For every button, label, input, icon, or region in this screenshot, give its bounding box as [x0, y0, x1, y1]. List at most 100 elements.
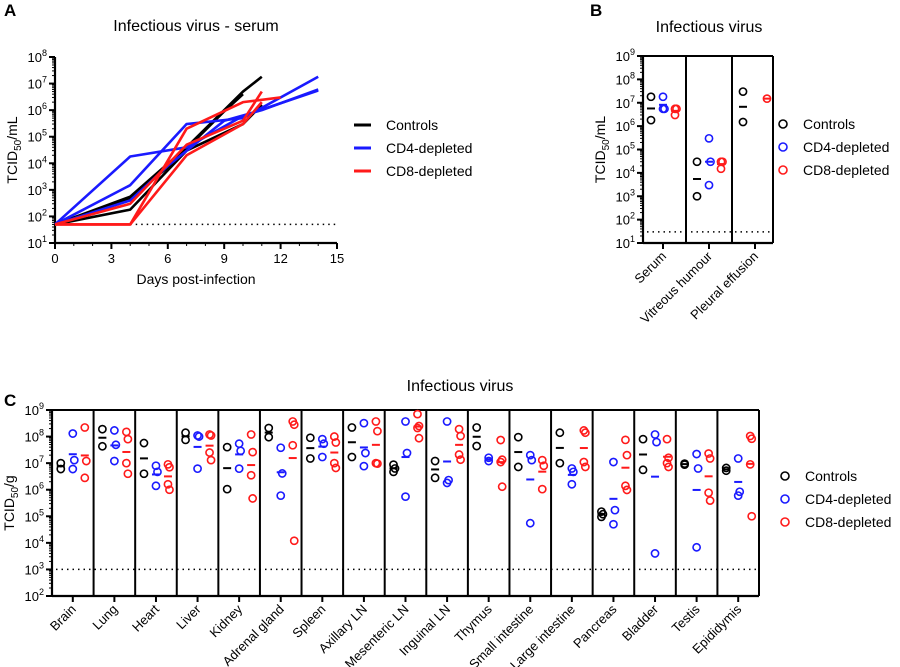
- panel-c-data-point-cd4-depleted: [276, 443, 286, 453]
- panel-c-data-point-cd4-depleted: [193, 431, 202, 440]
- panel-a-y-tick-label: 105: [28, 128, 47, 145]
- panel-c-data-point-cd8-depleted: [289, 536, 299, 546]
- panel-c-data-point-controls: [181, 428, 190, 438]
- panel-a-x-tick-label: 15: [330, 251, 344, 266]
- panel-c-data-point-cd8-depleted: [329, 458, 339, 468]
- panel-c-data-point-controls: [222, 442, 232, 452]
- panel-b-data-point-controls: [692, 191, 702, 201]
- panel-c-legend-label: CD8-depleted: [805, 514, 891, 530]
- panel-letter-b: B: [590, 1, 602, 20]
- panel-b-title: Infectious virus: [656, 19, 763, 36]
- panel-c-data-point-cd8-depleted: [537, 484, 547, 494]
- panel-c-chart: 102 103 104 105 106 107 108 109 TCID50/g Brain Lun…: [1, 401, 891, 667]
- panel-b-legend-marker: [778, 142, 788, 152]
- panel-c-data-point-cd4-depleted: [525, 450, 535, 460]
- panel-c-data-point-cd4-depleted: [317, 434, 327, 444]
- panel-c-data-point-cd8-depleted: [123, 434, 133, 444]
- panel-c-data-point-cd8-depleted: [664, 462, 673, 472]
- panel-c-data-point-controls: [430, 456, 440, 466]
- panel-b-x-tick-label: Serum: [631, 249, 669, 287]
- panel-c-data-point-cd8-depleted: [80, 473, 90, 483]
- panel-c-data-point-cd4-depleted: [68, 464, 78, 474]
- panel-c-data-point-cd4-depleted: [401, 417, 410, 426]
- panel-a-x-tick-label: 3: [108, 251, 115, 266]
- panel-c-data-point-controls: [638, 434, 648, 444]
- panel-c-data-point-cd4-depleted: [109, 456, 119, 466]
- panel-c-data-point-cd8-depleted: [704, 488, 714, 498]
- panel-a-y-tick-label: 106: [28, 101, 47, 118]
- panel-a-y-tick-label: 107: [28, 75, 47, 92]
- panel-a-y-tick-label: 108: [28, 48, 47, 65]
- panel-c-legend-marker: [780, 471, 790, 481]
- panel-c-data-point-cd4-depleted: [317, 452, 327, 462]
- panel-c-y-tick-label: 105: [25, 507, 44, 524]
- panel-a-series-line-cd4-depleted: [54, 75, 319, 226]
- panel-c-data-point-cd4-depleted: [650, 430, 660, 439]
- panel-c-data-point-controls: [472, 423, 482, 432]
- panel-c-legend-marker: [780, 517, 790, 527]
- panel-c-data-point-cd8-depleted: [331, 438, 341, 447]
- panel-c-data-point-cd4-depleted: [401, 492, 410, 502]
- panel-b-chart: 101 102 103 104 105 106 107 108 109 TCID50/mL Seru…: [592, 47, 889, 326]
- panel-b-data-point-cd4-depleted: [704, 180, 714, 190]
- panel-b-y-tick-label: 101: [616, 234, 635, 251]
- panel-c-data-point-cd4-depleted: [609, 519, 618, 529]
- panel-c-data-point-cd4-depleted: [525, 518, 535, 528]
- panel-c-data-point-cd8-depleted: [579, 457, 589, 467]
- panel-b-data-point-controls: [738, 117, 748, 127]
- panel-c-data-point-cd8-depleted: [371, 417, 381, 426]
- panel-c-legend-label: CD4-depleted: [805, 491, 891, 507]
- panel-c-data-point-cd8-depleted: [580, 462, 590, 472]
- panel-b-y-tick-label: 108: [616, 70, 635, 87]
- panel-b-data-point-controls: [692, 157, 702, 167]
- panel-c-data-point-cd8-depleted: [496, 435, 506, 445]
- panel-c-data-point-cd4-depleted: [359, 461, 369, 471]
- panel-c-data-point-controls: [222, 484, 232, 494]
- panel-c-data-point-controls: [264, 432, 274, 442]
- panel-b-data-point-cd8-depleted: [716, 164, 726, 174]
- panel-c-data-point-cd4-depleted: [234, 464, 244, 474]
- panel-b-data-point-cd4-depleted: [658, 92, 668, 102]
- panel-c-data-point-cd8-depleted: [163, 479, 173, 489]
- panel-c-data-point-cd8-depleted: [537, 455, 547, 465]
- panel-c-data-point-cd8-depleted: [747, 511, 757, 521]
- panel-c-data-point-cd4-depleted: [151, 481, 161, 491]
- panel-a-x-tick-label: 9: [221, 251, 228, 266]
- panel-c-y-tick-label: 104: [25, 534, 44, 551]
- panel-c-data-point-cd4-depleted: [109, 426, 119, 435]
- panel-c-data-point-controls: [181, 435, 190, 445]
- panel-a-x-tick-label: 12: [273, 251, 287, 266]
- panel-c-data-point-cd8-depleted: [622, 485, 632, 495]
- panel-c-data-point-cd8-depleted: [289, 420, 299, 430]
- panel-c-x-tick-label: Lung: [89, 602, 120, 633]
- panel-c-data-point-cd8-depleted: [413, 409, 422, 419]
- panel-c-x-tick-label: Bladder: [619, 601, 662, 644]
- panel-c-y-tick-label: 103: [25, 560, 44, 577]
- panel-c-data-point-controls: [305, 433, 315, 443]
- panel-c-data-point-cd4-depleted: [236, 446, 246, 456]
- panel-c-data-point-cd8-depleted: [165, 485, 174, 495]
- panel-c-data-point-cd8-depleted: [454, 424, 464, 434]
- panel-b-data-point-controls: [646, 92, 656, 102]
- panel-a-title: Infectious virus - serum: [113, 18, 278, 35]
- panel-c-data-point-cd8-depleted: [414, 433, 424, 443]
- panel-a-y-tick-label: 103: [28, 181, 47, 198]
- panel-c-data-point-cd8-depleted: [456, 455, 465, 465]
- panel-c-data-point-controls: [721, 463, 731, 473]
- panel-c-data-point-cd4-depleted: [484, 453, 494, 463]
- panel-c-data-point-cd8-depleted: [580, 428, 590, 438]
- panel-c-x-tick-label: Pancreas: [570, 601, 620, 651]
- panel-c-data-point-controls: [513, 432, 523, 442]
- panel-a-x-tick-label: 6: [164, 251, 171, 266]
- panel-c-data-point-cd8-depleted: [497, 482, 507, 492]
- panel-c-data-point-controls: [555, 458, 565, 468]
- panel-c-data-point-cd4-depleted: [193, 464, 202, 474]
- panel-c-data-point-cd8-depleted: [206, 455, 216, 465]
- panel-c-data-point-cd4-depleted: [484, 456, 494, 466]
- panel-c-data-point-cd8-depleted: [373, 459, 382, 469]
- panel-c-data-point-controls: [347, 452, 357, 462]
- panel-c-data-point-cd4-depleted: [68, 429, 78, 438]
- panel-b-legend-label: CD4-depleted: [803, 139, 889, 155]
- panel-c-data-point-cd8-depleted: [121, 427, 131, 437]
- panel-c-data-point-cd8-depleted: [539, 461, 549, 471]
